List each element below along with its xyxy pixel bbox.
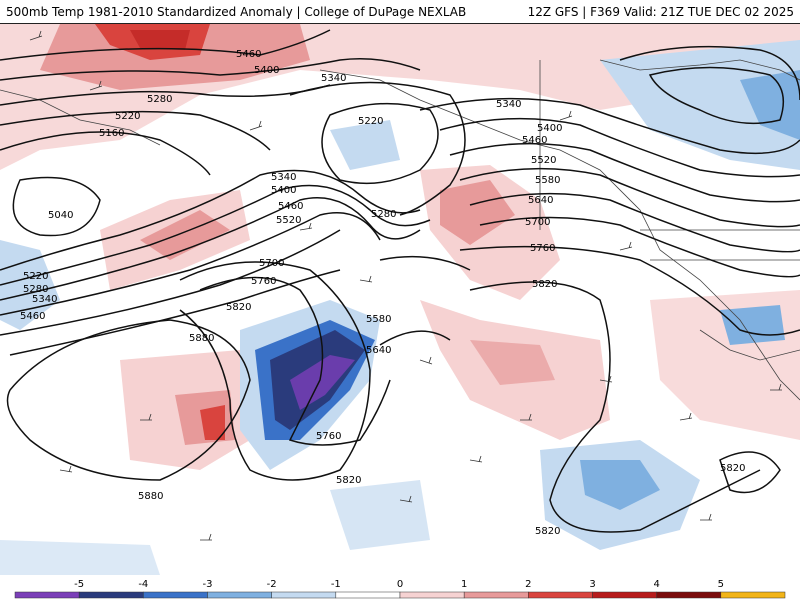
colorbar-tick-label: -2 [267, 579, 277, 590]
height-contours [0, 29, 800, 533]
contour-label: 5460 [20, 311, 45, 322]
contour-label: 5880 [189, 333, 214, 344]
cold-shading [0, 40, 800, 575]
contour-label: 5280 [147, 94, 172, 105]
colorbar-swatch [592, 591, 657, 599]
map-title: 500mb Temp 1981-2010 Standardized Anomal… [6, 5, 467, 19]
contour-label: 5760 [530, 243, 555, 254]
contour-labels: 5460 5400 5340 5280 5220 5160 5040 5340 … [20, 49, 745, 537]
contour-label: 5820 [226, 302, 251, 313]
contour-label: 5340 [496, 99, 521, 110]
colorbar-tick-label: 1 [461, 579, 467, 590]
colorbar-svg: -5 -4 -3 -2 -1 0 1 2 3 4 5 [14, 579, 786, 599]
contour-label: 5820 [532, 279, 557, 290]
colorbar-swatch [399, 591, 465, 599]
colorbar-swatch [720, 591, 786, 599]
contour-label: 5340 [321, 73, 346, 84]
contour-label: 5280 [23, 284, 48, 295]
contour-label: 5820 [336, 475, 361, 486]
colorbar-tick-label: -3 [203, 579, 213, 590]
anomaly-colorbar: -5 -4 -3 -2 -1 0 1 2 3 4 5 [0, 575, 800, 600]
contour-label: 5640 [366, 345, 391, 356]
contour-label: 5700 [525, 217, 550, 228]
contour-label: 5880 [138, 491, 163, 502]
contour-label: 5580 [535, 175, 560, 186]
contour-label: 5220 [115, 111, 140, 122]
colorbar-swatches [14, 591, 786, 599]
colorbar-swatch [528, 591, 593, 599]
contour-label: 5220 [23, 271, 48, 282]
contour-label: 5460 [522, 135, 547, 146]
colorbar-tick-label: 4 [653, 579, 659, 590]
colorbar-tick-label: 2 [525, 579, 531, 590]
contour-label: 5220 [358, 116, 383, 127]
colorbar-swatch [143, 591, 208, 599]
contour-label: 5760 [251, 276, 276, 287]
contour-label: 5400 [271, 185, 296, 196]
model-run-info: 12Z GFS | F369 Valid: 21Z TUE DEC 02 202… [527, 5, 794, 19]
colorbar-tick-label: -5 [74, 579, 84, 590]
contour-label: 5700 [259, 258, 284, 269]
wind-barbs [29, 30, 782, 541]
colorbar-swatch [207, 591, 272, 599]
contour-label: 5340 [32, 294, 57, 305]
contour-label: 5520 [531, 155, 556, 166]
colorbar-tick-label: -1 [331, 579, 341, 590]
contour-label: 5460 [278, 201, 303, 212]
colorbar-swatch [656, 591, 722, 599]
colorbar-swatch [14, 591, 80, 599]
contour-label: 5400 [537, 123, 562, 134]
colorbar-tick-label: 3 [589, 579, 595, 590]
contour-label: 5040 [48, 210, 73, 221]
contour-label: 5460 [236, 49, 261, 60]
contour-label: 5580 [366, 314, 391, 325]
contour-label: 5160 [99, 128, 124, 139]
colorbar-swatch [463, 591, 529, 599]
colorbar-swatch [335, 591, 401, 599]
contour-label: 5340 [271, 172, 296, 183]
colorbar-tick-label: 5 [718, 579, 724, 590]
colorbar-swatch [271, 591, 337, 599]
contour-label: 5280 [371, 209, 396, 220]
colorbar-swatch [78, 591, 144, 599]
contour-label: 5640 [528, 195, 553, 206]
contour-label: 5820 [720, 463, 745, 474]
contour-label: 5760 [316, 431, 341, 442]
colorbar-ticks: -5 -4 -3 -2 -1 0 1 2 3 4 5 [74, 579, 724, 590]
map-svg: 5460 5400 5340 5280 5220 5160 5040 5340 … [0, 24, 800, 575]
map-header: 500mb Temp 1981-2010 Standardized Anomal… [0, 0, 800, 24]
contour-label: 5520 [276, 215, 301, 226]
colorbar-tick-label: 0 [397, 579, 403, 590]
contour-label: 5820 [535, 526, 560, 537]
contour-label: 5400 [254, 65, 279, 76]
weather-map: 5460 5400 5340 5280 5220 5160 5040 5340 … [0, 24, 800, 575]
colorbar-tick-label: -4 [138, 579, 148, 590]
